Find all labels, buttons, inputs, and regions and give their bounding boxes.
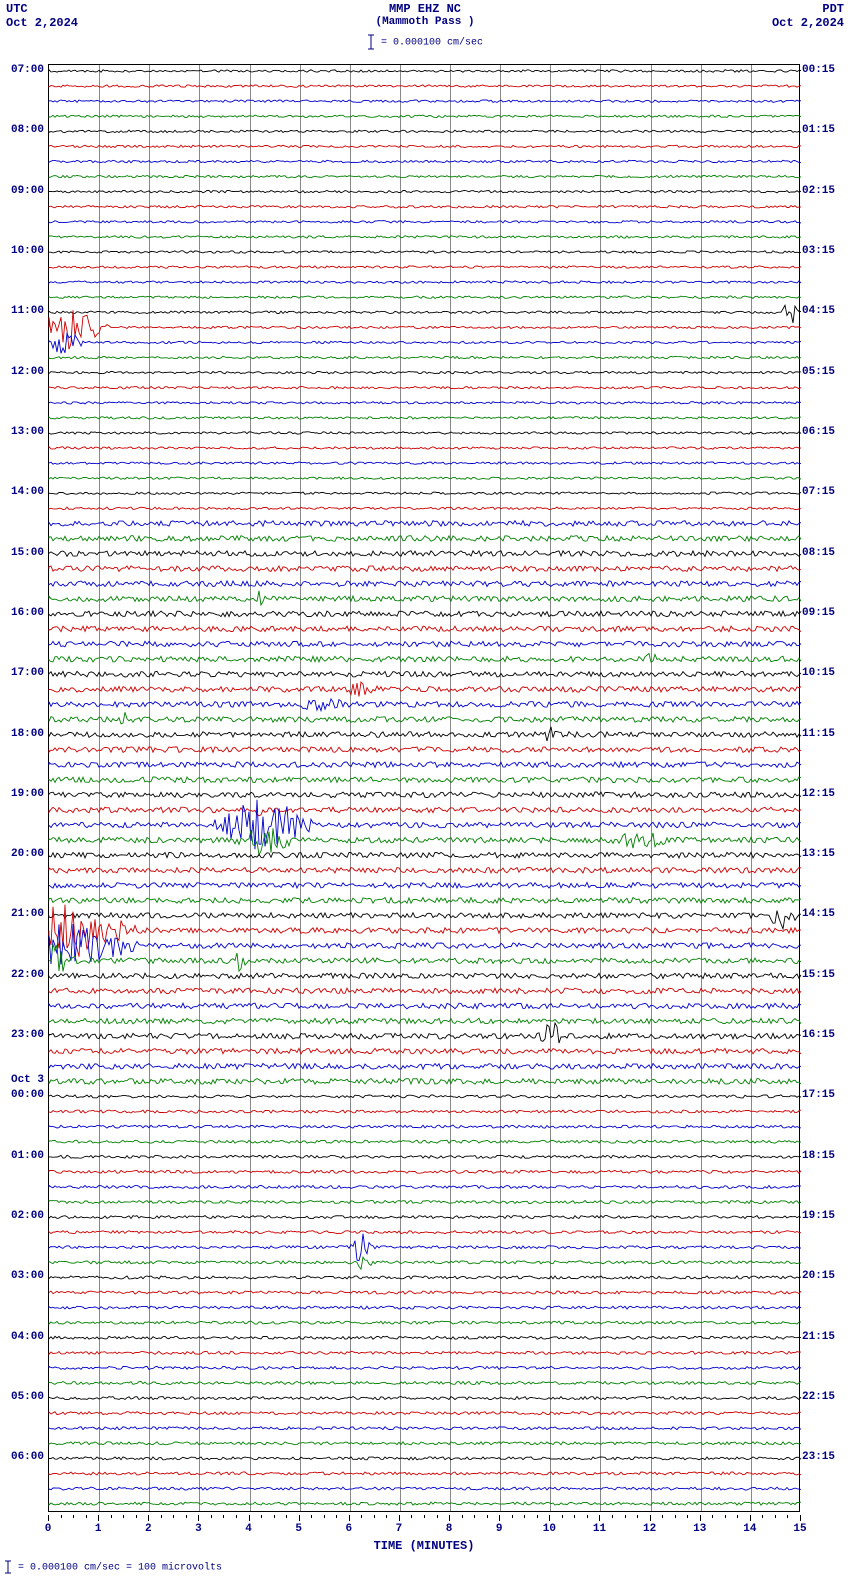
- pdt-time-label: 02:15: [802, 185, 844, 197]
- utc-time-label: 03:00: [2, 1270, 44, 1282]
- utc-time-label: 11:00: [2, 305, 44, 317]
- utc-time-label: 18:00: [2, 728, 44, 740]
- x-tick-label: 8: [446, 1523, 453, 1535]
- pdt-time-label: 09:15: [802, 607, 844, 619]
- pdt-time-label: 16:15: [802, 1029, 844, 1041]
- pdt-time-label: 00:15: [802, 64, 844, 76]
- x-axis: TIME (MINUTES) 0123456789101112131415: [48, 1515, 800, 1555]
- utc-time-label: 14:00: [2, 486, 44, 498]
- utc-time-label: 02:00: [2, 1210, 44, 1222]
- scale-bar-icon: [4, 1560, 12, 1574]
- x-tick-label: 9: [496, 1523, 503, 1535]
- pdt-time-label: 08:15: [802, 547, 844, 559]
- x-tick-label: 4: [245, 1523, 252, 1535]
- x-tick-label: 11: [593, 1523, 606, 1535]
- pdt-time-label: 18:15: [802, 1150, 844, 1162]
- pdt-time-label: 23:15: [802, 1451, 844, 1463]
- scale-text: = 0.000100 cm/sec: [375, 38, 483, 49]
- pdt-time-label: 14:15: [802, 908, 844, 920]
- utc-time-label: 09:00: [2, 185, 44, 197]
- x-tick-label: 12: [643, 1523, 656, 1535]
- tz-left: UTC: [6, 2, 28, 16]
- seismogram-chart: [48, 64, 800, 1512]
- pdt-time-label: 17:15: [802, 1089, 844, 1101]
- scale-bar-icon: [367, 34, 375, 50]
- date-right: Oct 2,2024: [772, 16, 844, 30]
- x-tick-label: 5: [295, 1523, 302, 1535]
- utc-time-label: 20:00: [2, 848, 44, 860]
- x-tick-label: 3: [195, 1523, 202, 1535]
- pdt-time-label: 03:15: [802, 245, 844, 257]
- station-location: (Mammoth Pass ): [0, 16, 850, 28]
- station-code: MMP EHZ NC: [0, 0, 850, 16]
- utc-time-label: 21:00: [2, 908, 44, 920]
- x-tick-label: 15: [793, 1523, 806, 1535]
- footer-text: = 0.000100 cm/sec = 100 microvolts: [12, 1563, 222, 1574]
- utc-time-label: 17:00: [2, 667, 44, 679]
- utc-time-label: 05:00: [2, 1391, 44, 1403]
- pdt-time-label: 20:15: [802, 1270, 844, 1282]
- utc-time-label: 16:00: [2, 607, 44, 619]
- x-tick-label: 10: [543, 1523, 556, 1535]
- x-axis-title: TIME (MINUTES): [48, 1539, 800, 1553]
- pdt-time-label: 01:15: [802, 124, 844, 136]
- utc-time-label: 23:00: [2, 1029, 44, 1041]
- pdt-time-label: 19:15: [802, 1210, 844, 1222]
- utc-time-label: 00:00: [2, 1089, 44, 1101]
- day-break-label: Oct 3: [2, 1074, 44, 1086]
- pdt-time-label: 21:15: [802, 1331, 844, 1343]
- utc-time-label: 08:00: [2, 124, 44, 136]
- x-tick-label: 2: [145, 1523, 152, 1535]
- pdt-time-label: 05:15: [802, 366, 844, 378]
- utc-time-label: 06:00: [2, 1451, 44, 1463]
- utc-time-label: 07:00: [2, 64, 44, 76]
- header: MMP EHZ NC (Mammoth Pass ) = 0.000100 cm…: [0, 0, 850, 55]
- x-tick-label: 1: [95, 1523, 102, 1535]
- scale-legend: = 0.000100 cm/sec: [0, 34, 850, 50]
- pdt-time-label: 07:15: [802, 486, 844, 498]
- pdt-time-label: 22:15: [802, 1391, 844, 1403]
- utc-time-label: 10:00: [2, 245, 44, 257]
- x-tick-label: 6: [345, 1523, 352, 1535]
- pdt-time-label: 13:15: [802, 848, 844, 860]
- tz-right: PDT: [822, 2, 844, 16]
- pdt-time-label: 06:15: [802, 426, 844, 438]
- pdt-time-label: 10:15: [802, 667, 844, 679]
- pdt-time-label: 15:15: [802, 969, 844, 981]
- x-tick-label: 7: [396, 1523, 403, 1535]
- utc-time-label: 12:00: [2, 366, 44, 378]
- x-tick-label: 14: [743, 1523, 756, 1535]
- date-left: Oct 2,2024: [6, 16, 78, 30]
- utc-time-label: 15:00: [2, 547, 44, 559]
- pdt-time-label: 11:15: [802, 728, 844, 740]
- utc-time-label: 01:00: [2, 1150, 44, 1162]
- seismogram-container: MMP EHZ NC (Mammoth Pass ) = 0.000100 cm…: [0, 0, 850, 1584]
- x-tick-label: 13: [693, 1523, 706, 1535]
- utc-time-label: 22:00: [2, 969, 44, 981]
- pdt-time-label: 12:15: [802, 788, 844, 800]
- x-tick-label: 0: [45, 1523, 52, 1535]
- utc-time-label: 13:00: [2, 426, 44, 438]
- utc-time-label: 19:00: [2, 788, 44, 800]
- footer-scale: = 0.000100 cm/sec = 100 microvolts: [4, 1560, 222, 1574]
- pdt-time-label: 04:15: [802, 305, 844, 317]
- utc-time-label: 04:00: [2, 1331, 44, 1343]
